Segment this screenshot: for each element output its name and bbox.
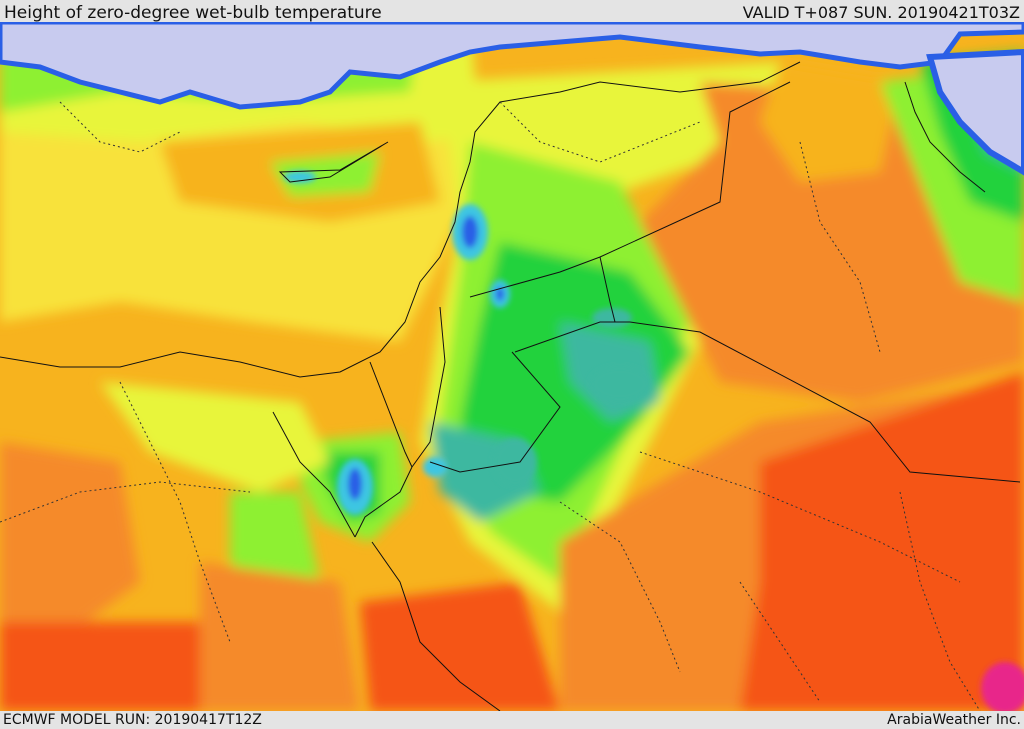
valid-time: VALID T+087 SUN. 20190421T03Z [742,3,1020,22]
header-bar: Height of zero-degree wet-bulb temperatu… [0,0,1024,23]
borders [0,61,1021,711]
internal-borders [0,101,981,711]
sea-north [0,22,1024,110]
cold-cores [284,171,1024,711]
map-canvas [0,22,1024,711]
map-title: Height of zero-degree wet-bulb temperatu… [4,3,382,23]
footer-bar: ECMWF MODEL RUN: 20190417T12Z ArabiaWeat… [0,711,1024,729]
credit: ArabiaWeather Inc. [887,712,1021,728]
sea-northeast [926,48,1024,176]
weather-map [0,22,1024,711]
model-run: ECMWF MODEL RUN: 20190417T12Z [3,712,262,728]
